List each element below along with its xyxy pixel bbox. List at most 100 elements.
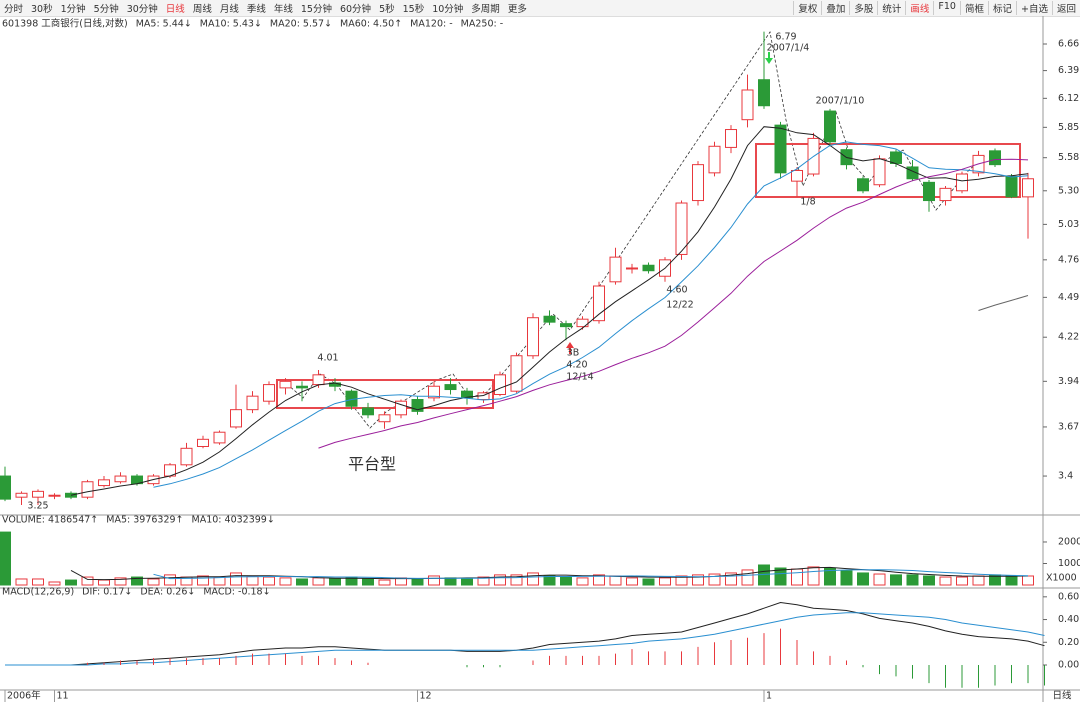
toolbar-button[interactable]: 30分钟 [126,4,158,15]
volume-bar [131,576,143,586]
volume-bar [807,566,820,586]
volume-bar [362,578,374,586]
candle-body [626,267,638,270]
candle-body [1005,175,1018,198]
volume-bar [774,567,787,586]
candle-body [642,264,655,272]
volume-bar [32,578,44,586]
toolbar-button[interactable]: 5秒 [379,4,395,15]
legend-entry: MA20: 5.57↓ [270,19,332,30]
toolbar-button[interactable]: 统计 [877,1,905,15]
annotation: 3.25 [27,501,48,512]
volume-bar [197,575,209,586]
candle-body [857,178,869,192]
x-tick-label: 11 [57,691,69,702]
volume-bar [824,567,836,586]
buy-arrow [566,342,574,354]
volume-bar [477,576,490,586]
toolbar-button[interactable]: 更多 [507,4,527,15]
panel-title: MACD(12,26,9) [2,587,74,598]
candle-body [378,414,391,423]
legend-entry: MA250: - [461,19,503,30]
volume-bar [230,572,242,586]
volume-bar [65,579,77,586]
toolbar-button[interactable]: 简框 [959,1,988,15]
volume-bar [164,574,176,586]
toolbar-button[interactable]: 周线 [192,4,212,15]
toolbar-button[interactable]: 1分钟 [60,4,86,15]
volume-bar [213,576,226,586]
toolbar-button[interactable]: 日线 [165,4,185,15]
toolbar-button[interactable]: 30秒 [31,4,53,15]
legend-entry: DIF: 0.17↓ [82,587,132,598]
y-tick-label: 0.40 [1058,614,1079,625]
legend-entry: MA5: 5.44↓ [136,19,192,30]
ma-line [70,126,1029,496]
volume-bar [527,572,539,586]
candle-body [411,399,424,412]
volume-bar [0,531,11,586]
y-tick-label: 6.12 [1058,93,1079,104]
y-tick-label: 5.30 [1058,185,1079,196]
toolbar-button[interactable]: 画线 [905,1,933,15]
toolbar-button[interactable]: 多股 [849,1,877,15]
toolbar-button[interactable]: 复权 [793,1,821,15]
candle-body [1022,178,1034,198]
candle-body [989,150,1001,166]
toolbar-button[interactable]: 标记 [988,1,1016,15]
macd-line [5,601,1045,666]
candle-body [312,374,325,386]
legend-entry: MA5: 3976329↑ [106,515,183,526]
toolbar-button[interactable]: 多周期 [471,4,500,15]
candle-body [213,431,226,444]
candle-body [395,400,407,416]
toolbar-button[interactable]: 15秒 [402,4,425,15]
toolbar-button[interactable]: 60分钟 [339,4,372,15]
candle-body [296,385,308,389]
ma-line [153,141,1029,488]
toolbar-button[interactable]: 月线 [219,4,239,15]
legend-entry: MACD: -0.18↓ [203,587,270,598]
volume-bar [543,575,556,586]
y-tick-label: 3.67 [1058,421,1079,432]
candle-body [279,380,292,389]
candle-body [939,187,952,202]
toolbar-button[interactable]: F10 [933,1,960,15]
toolbar-button[interactable]: 分时 [4,4,24,15]
volume-bar [494,574,506,586]
annotation: 12/14 [566,372,593,383]
toolbar-button[interactable]: +自选 [1016,1,1052,15]
toolbar-button[interactable]: 年线 [273,4,293,15]
unit-label: X1000 [1046,573,1077,584]
toolbar-button[interactable]: 5分钟 [93,4,119,15]
annotation: 4.01 [317,353,338,364]
annotation: 3B [567,348,580,359]
y-tick-label: 0.00 [1058,660,1079,671]
volume-bar [972,575,985,586]
volume-bar [81,576,94,586]
toolbar-button[interactable]: 季线 [246,4,266,15]
annotation: 2007/1/10 [816,96,865,107]
candle-body [873,158,886,186]
toolbar-button[interactable]: 返回 [1051,1,1080,15]
annotation: 6.79 [775,32,796,43]
candle-body [48,494,61,497]
annotation: 12/22 [666,300,693,311]
toolbar-button[interactable]: 15分钟 [300,4,332,15]
candle-body [65,492,77,498]
candle-body [32,490,44,498]
candle-body [675,202,688,255]
toolbar-button[interactable]: 10分钟 [432,4,464,15]
legend-entry: DEA: 0.26↓ [140,587,195,598]
volume-bar [1022,575,1034,586]
volume-bar [906,574,919,586]
volume-bar [609,575,622,586]
ma-line [318,158,1029,449]
candle-body [81,481,94,498]
volume-bar [659,577,671,586]
volume-bar [15,578,28,586]
candle-body [527,317,539,357]
toolbar-button[interactable]: 叠加 [821,1,849,15]
candle-body [543,315,556,323]
